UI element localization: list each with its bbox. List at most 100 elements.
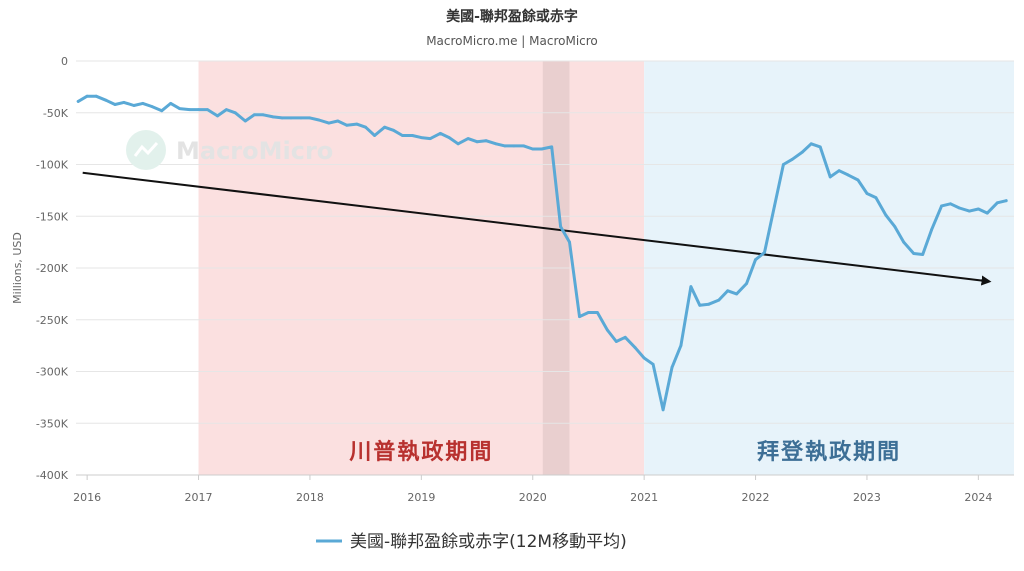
data-point (355, 122, 359, 126)
data-point (447, 136, 451, 140)
data-point (846, 173, 850, 177)
y-tick-label: -350K (36, 417, 69, 430)
data-point (345, 123, 349, 127)
data-point (392, 128, 395, 132)
region-label-0: 川普執政期間 (348, 439, 493, 465)
data-point (606, 328, 609, 332)
data-point (670, 366, 674, 369)
data-point (550, 145, 554, 149)
data-point (995, 201, 999, 205)
data-point (411, 134, 414, 137)
data-point (642, 356, 646, 360)
data-point (884, 213, 888, 217)
data-point (289, 116, 293, 120)
data-point (428, 137, 432, 141)
data-point (726, 289, 730, 293)
data-point (261, 113, 265, 117)
data-point (188, 108, 192, 111)
data-point (985, 211, 989, 215)
data-point (949, 202, 952, 206)
data-point (271, 115, 275, 119)
y-tick-label: -250K (36, 314, 69, 327)
data-point (809, 142, 813, 146)
x-tick-label: 2021 (630, 491, 658, 504)
data-point (419, 136, 423, 140)
trend-arrow (82, 171, 992, 286)
data-point (698, 303, 702, 307)
data-point (299, 116, 303, 120)
data-point (438, 132, 442, 135)
data-point (531, 147, 535, 151)
legend-label: 美國-聯邦盈餘或赤字(12M移動平均) (350, 532, 627, 552)
data-point (773, 204, 776, 208)
data-point (977, 207, 980, 211)
y-tick-label: -200K (36, 262, 69, 275)
x-tick-label: 2024 (964, 491, 992, 504)
data-point (197, 108, 200, 111)
data-point (178, 107, 182, 110)
y-tick-label: -300K (36, 366, 69, 379)
data-point (206, 108, 209, 111)
data-point (745, 282, 748, 285)
data-point (651, 362, 655, 366)
y-axis-label: Millions, USD (11, 232, 24, 304)
y-tick-label: -50K (43, 107, 69, 120)
data-point (216, 114, 219, 118)
data-point (456, 142, 460, 146)
data-point (874, 196, 878, 200)
data-point (150, 105, 154, 108)
data-point (902, 240, 906, 244)
data-point (707, 302, 711, 306)
macromicro-logo-icon (126, 130, 166, 170)
data-point (503, 144, 507, 148)
x-tick-label: 2019 (407, 491, 435, 504)
data-point (160, 109, 164, 113)
data-point (679, 344, 683, 347)
data-point (958, 206, 961, 210)
data-point (754, 258, 757, 262)
legend-item[interactable]: 美國-聯邦盈餘或赤字(12M移動平均) (316, 532, 627, 552)
data-point (317, 118, 321, 122)
data-point (893, 225, 897, 229)
data-point (522, 144, 526, 148)
data-point (940, 204, 943, 208)
chart-subtitle: MacroMicro.me | MacroMicro (426, 34, 598, 48)
watermark-text: MacroMicro (176, 137, 333, 165)
data-point (141, 102, 145, 105)
y-tick-label: 0 (61, 55, 68, 68)
data-point (661, 408, 665, 412)
data-point (717, 298, 721, 302)
data-point (494, 142, 498, 146)
data-point (336, 119, 340, 123)
data-point (818, 145, 822, 149)
x-tick-label: 2023 (853, 491, 881, 504)
data-point (837, 169, 841, 173)
data-point (763, 251, 766, 254)
data-point (252, 113, 256, 117)
data-point (568, 240, 571, 244)
data-point (475, 140, 479, 144)
data-point (401, 134, 404, 137)
logo-chart-icon (133, 141, 159, 157)
data-point (856, 178, 860, 182)
x-tick-label: 2018 (296, 491, 324, 504)
data-point (1004, 199, 1008, 203)
y-tick-label: -400K (36, 469, 69, 482)
data-point (94, 94, 98, 98)
region-label-1: 拜登執政期間 (757, 439, 901, 465)
data-point (327, 121, 331, 125)
data-point (790, 157, 794, 161)
data-point (308, 116, 312, 120)
data-point (113, 103, 117, 106)
data-point (689, 285, 693, 288)
data-point (484, 139, 488, 143)
data-point (104, 98, 108, 102)
data-point (364, 125, 367, 129)
data-point (596, 311, 599, 314)
data-point (735, 292, 738, 296)
x-tick-label: 2022 (742, 491, 770, 504)
data-point (559, 225, 562, 229)
data-point (921, 253, 925, 256)
data-point (512, 144, 516, 148)
